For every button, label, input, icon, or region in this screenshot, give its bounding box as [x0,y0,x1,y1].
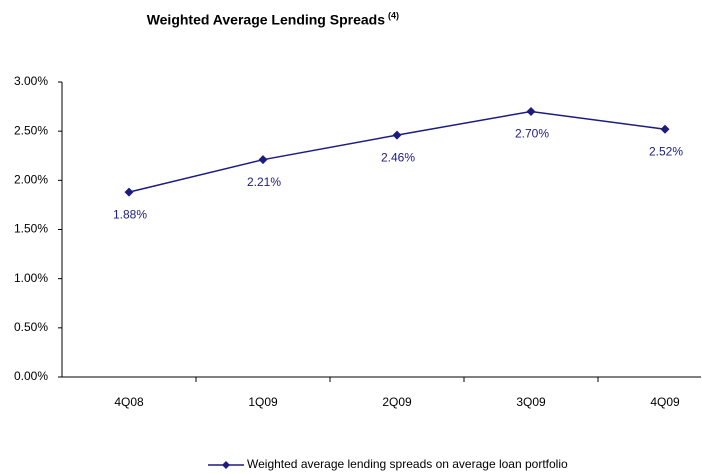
data-label: 2.21% [247,175,281,189]
legend-label: Weighted average lending spreads on aver… [247,457,568,471]
x-tick-label: 2Q09 [382,395,412,409]
point [258,155,268,165]
data-label: 2.52% [649,144,683,158]
y-tick-label: 1.50% [14,222,48,236]
point [526,107,536,116]
y-tick-label: 2.00% [14,173,48,187]
x-tick-label: 1Q09 [248,395,278,409]
point [124,187,134,197]
y-tick-label: 2.50% [14,123,48,137]
data-label: 2.70% [515,127,549,141]
point [660,124,670,134]
x-tick-label: 4Q09 [650,395,680,409]
y-tick-label: 0.00% [14,369,48,383]
x-tick-label: 3Q09 [516,395,546,409]
y-tick-label: 1.00% [14,271,48,285]
chart-title: Weighted Average Lending Spreads [147,12,386,28]
y-tick-label: 3.00% [14,74,48,88]
point [392,130,402,140]
data-label: 1.88% [113,207,147,221]
legend-marker [222,461,230,469]
data-label: 2.46% [381,150,415,164]
x-tick-label: 4Q08 [114,395,144,409]
title-note: (4) [388,10,399,20]
y-tick-label: 0.50% [14,320,48,334]
